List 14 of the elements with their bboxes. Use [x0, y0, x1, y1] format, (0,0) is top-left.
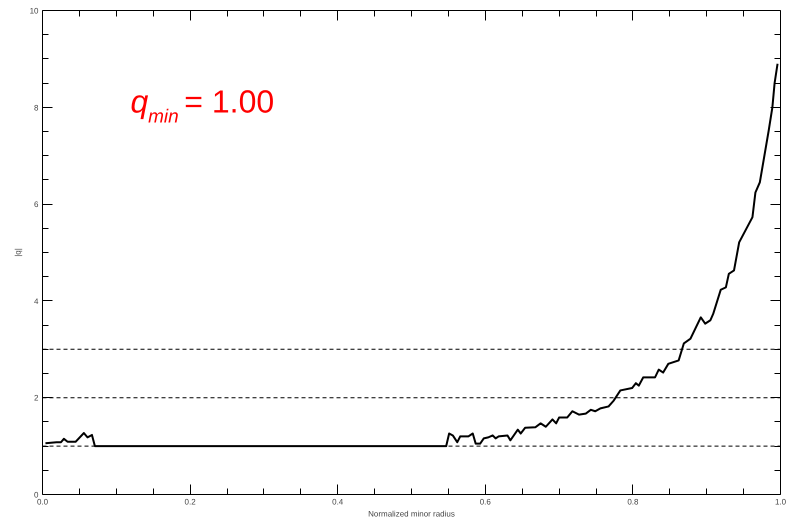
y-tick-label: 6	[34, 200, 40, 210]
x-tick-label: 0.6	[480, 498, 492, 506]
y-tick-label: 2	[34, 394, 40, 403]
y-axis-title: |q|	[14, 248, 23, 257]
y-tick-label: 0	[34, 490, 40, 500]
y-tick-label: 4	[34, 296, 40, 306]
x-axis-title: Normalized minor radius	[368, 510, 455, 518]
y-tick-label: 8	[34, 103, 40, 112]
x-tick-label: 0.4	[332, 498, 344, 506]
x-tick-label: 0.2	[184, 498, 196, 506]
x-tick-label: 0.0	[36, 498, 49, 506]
x-tick-label: 0.8	[627, 498, 640, 506]
x-tick-label: 1.0	[774, 498, 787, 506]
y-tick-label: 10	[30, 6, 40, 16]
